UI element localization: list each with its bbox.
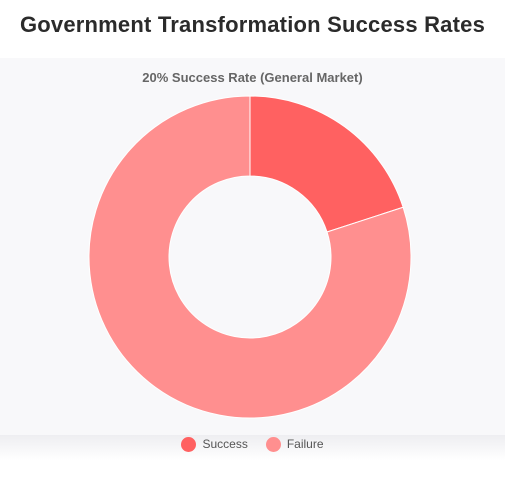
legend-item-failure[interactable]: Failure	[265, 436, 324, 452]
slice-failure[interactable]	[88, 95, 412, 419]
legend-label-success: Success	[202, 437, 248, 451]
chart-slices	[88, 95, 412, 419]
slice-success[interactable]	[249, 95, 404, 233]
legend-swatch-failure	[265, 436, 281, 452]
legend-item-success[interactable]: Success	[181, 436, 248, 452]
legend-label-failure: Failure	[286, 437, 324, 451]
chart-title: 20% Success Rate (General Market)	[142, 70, 363, 85]
page-title: Government Transformation Success Rates	[19, 12, 486, 37]
chart-legend: Success Failure	[0, 434, 505, 454]
card-shadow	[0, 435, 505, 471]
legend-swatch-success	[181, 436, 197, 452]
